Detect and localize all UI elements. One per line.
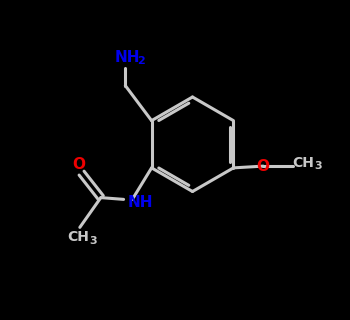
Text: CH: CH — [67, 230, 89, 244]
Text: O: O — [72, 157, 85, 172]
Text: 2: 2 — [137, 56, 145, 66]
Text: 3: 3 — [314, 161, 322, 171]
Text: 3: 3 — [89, 236, 97, 246]
Text: NH: NH — [127, 195, 153, 210]
Text: CH: CH — [292, 156, 314, 170]
Text: NH: NH — [114, 50, 140, 65]
Text: O: O — [257, 159, 270, 174]
